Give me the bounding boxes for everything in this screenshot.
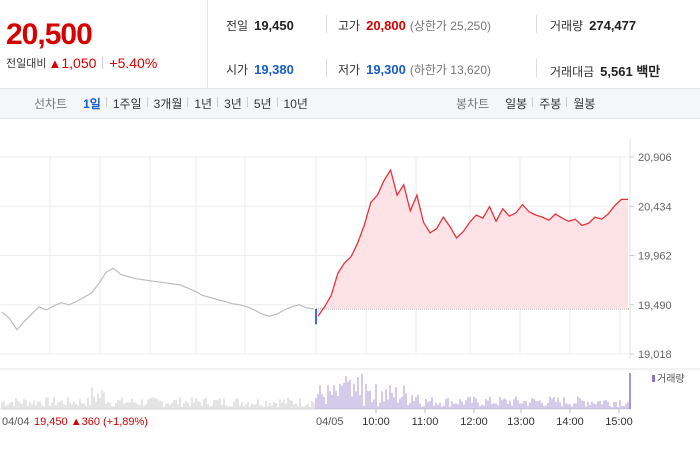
grid [0, 139, 631, 359]
stat-label: 시가 [226, 63, 249, 77]
tab-3y[interactable]: 3년 [217, 95, 248, 112]
stat-open: 시가 19,380 [226, 61, 294, 78]
price-chart: 20,906 20,434 19,962 19,490 19,018 거래량 04/04… [0, 119, 700, 450]
series-layer [1, 168, 628, 331]
stat-value: 19,380 [254, 62, 294, 77]
y-tick-label: 19,962 [638, 251, 672, 263]
x-axis: 04/04 19,450 ▲360 (+1,89%) 04/05 10:00 11:00… [2, 409, 633, 428]
stat-high: 고가 20,800 (상한가 25,250) [338, 17, 491, 34]
y-axis: 20,906 20,434 19,962 19,490 19,018 [630, 152, 672, 361]
change-amount: 1,050 [61, 55, 97, 71]
y-tick-label: 20,906 [638, 152, 672, 164]
stat-sub: (하한가 13,620) [409, 63, 492, 77]
tab-1d[interactable]: 1일 [83, 97, 101, 111]
stat-value: 20,800 [366, 18, 406, 33]
divider [326, 15, 327, 33]
candle-chart-tabs: 봉차트 일봉 주봉 월봉 [456, 89, 601, 118]
stat-label: 고가 [338, 19, 361, 33]
stat-label: 거래대금 [550, 65, 595, 79]
y-tick-label: 19,018 [638, 349, 672, 361]
volume-chart: 거래량 [0, 368, 700, 410]
divider [536, 59, 537, 77]
tab-1w[interactable]: 1주일 [105, 95, 148, 112]
candle-chart-title: 봉차트 [456, 97, 490, 111]
stat-value: 5,561 백만 [600, 64, 661, 79]
x-tick-label: 11:00 [412, 416, 439, 428]
tab-monthly[interactable]: 월봉 [566, 95, 601, 112]
stat-amount: 거래대금 5,561 백만 [550, 61, 660, 80]
change-label: 전일대비 [6, 58, 47, 70]
stat-volume: 거래량 274,477 [550, 17, 636, 34]
divider [326, 59, 327, 77]
tab-10y[interactable]: 10년 [276, 95, 314, 112]
prev-day-summary: 19,450 ▲360 (+1,89%) [34, 416, 148, 428]
tab-weekly[interactable]: 주봉 [532, 95, 567, 112]
stat-value: 19,450 [254, 18, 294, 33]
tab-3m[interactable]: 3개월 [146, 95, 189, 112]
tab-5y[interactable]: 5년 [246, 95, 278, 112]
stat-prev-close: 전일 19,450 [226, 17, 294, 34]
change-row: 전일대비 ▲ 1,050 +5.40% [6, 55, 157, 71]
x-tick-label-current-day: 04/05 [316, 416, 344, 428]
y-tick-label: 19,490 [638, 300, 672, 312]
stat-low: 저가 19,300 (하한가 13,620) [338, 61, 491, 78]
up-triangle-icon: ▲ [48, 55, 62, 71]
chart-tabbar: 선차트 1일 1주일 3개월 1년 3년 5년 10년 봉차트 일봉 주봉 월봉 [0, 88, 700, 119]
stat-value: 274,477 [589, 18, 637, 33]
x-tick-label: 15:00 [605, 416, 633, 428]
stat-label: 거래량 [550, 19, 584, 33]
volume-legend-label: 거래량 [657, 373, 685, 385]
stat-label: 저가 [338, 63, 361, 77]
price-panel: 20,500 전일대비 ▲ 1,050 +5.40% [0, 0, 208, 88]
divider [536, 15, 537, 33]
volume-legend-swatch [652, 375, 655, 382]
series-line-prev-day [1, 267, 315, 331]
change-percent: +5.40% [109, 55, 158, 71]
divider [102, 57, 104, 69]
x-tick-label: 14:00 [556, 416, 584, 428]
x-tick-label: 13:00 [507, 416, 535, 428]
x-tick-label: 10:00 [362, 416, 390, 428]
y-tick-label: 20,434 [638, 201, 672, 213]
series-area-current-day [318, 170, 628, 317]
current-price: 20,500 [6, 18, 93, 51]
tab-1y[interactable]: 1년 [187, 95, 218, 112]
x-tick-label-prev-day: 04/04 [2, 416, 30, 428]
line-chart-tabs: 선차트 1일 1주일 3개월 1년 3년 5년 10년 [34, 89, 314, 118]
tab-daily[interactable]: 일봉 [505, 97, 528, 111]
stats-panel: 전일 19,450 고가 20,800 (상한가 25,250) 거래량 274… [208, 0, 700, 88]
series-line-current-day [317, 168, 628, 317]
x-tick-label: 12:00 [460, 416, 488, 428]
stat-sub: (상한가 25,250) [409, 19, 492, 33]
stat-value: 19,300 [366, 62, 406, 77]
line-chart-title: 선차트 [34, 97, 68, 111]
stat-label: 전일 [226, 19, 249, 33]
price-chart-svg: 20,906 20,434 19,962 19,490 19,018 거래량 04/04… [0, 139, 700, 428]
